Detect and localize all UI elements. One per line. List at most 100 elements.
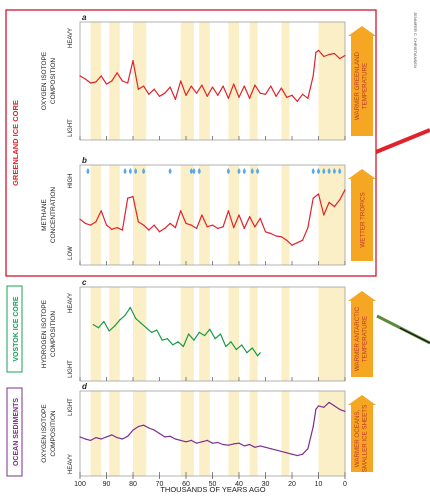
data-point (124, 314, 126, 316)
data-point (328, 401, 330, 404)
panel-letter: d (82, 382, 88, 391)
trend-arrow-label: WETTER TROPICS (360, 192, 367, 247)
raindrop-icon (123, 168, 127, 174)
data-point (137, 221, 139, 223)
data-point (315, 408, 317, 410)
data-point (302, 239, 304, 241)
data-point (312, 426, 314, 428)
data-point (79, 75, 81, 77)
y-axis-low-label: LOW (68, 246, 74, 260)
data-point (116, 437, 118, 439)
data-point (333, 405, 335, 407)
raindrop-icon (250, 168, 254, 174)
y-axis-label-line1: OXYGEN ISOTOPE (41, 51, 48, 110)
data-point (190, 85, 192, 87)
data-point (254, 84, 256, 86)
interstadial-band (228, 22, 239, 140)
interstadial-band (249, 287, 258, 381)
data-point (169, 435, 171, 437)
data-point (153, 429, 155, 431)
data-point (259, 352, 261, 354)
data-point (222, 443, 224, 446)
credit-text: JENNIFER C. CHRISTIANSEN (413, 12, 418, 68)
data-point (280, 236, 282, 238)
data-point (92, 324, 94, 326)
data-point (100, 75, 102, 77)
x-axis: 100 90 80 70 60 50 40 30 20 10 0 (74, 476, 347, 488)
data-point (132, 60, 134, 62)
data-point (256, 355, 259, 357)
interstadial-band (249, 22, 258, 140)
x-tick-label: 70 (156, 481, 164, 488)
data-point (100, 438, 102, 440)
panel-c-vostok-hydrogen: c HYDROGEN ISOTOPE COMPOSITION HEAVY LIGHT WA… (41, 278, 376, 382)
data-point (254, 446, 256, 448)
data-point (211, 86, 214, 88)
trend-arrow (348, 291, 376, 377)
data-point (148, 93, 150, 95)
data-point (188, 333, 190, 335)
data-point (246, 352, 248, 354)
vostok-connector-shadow (399, 327, 430, 344)
data-point (296, 100, 298, 102)
data-point (79, 436, 81, 438)
raindrop-icon (128, 168, 132, 174)
x-tick-label: 0 (343, 481, 347, 488)
interstadial-band (318, 391, 345, 476)
data-point (206, 439, 208, 441)
data-point (243, 227, 245, 230)
x-axis-label: THOUSANDS OF YEARS AGO (160, 485, 265, 494)
data-point (264, 446, 267, 448)
data-point (190, 224, 192, 226)
raindrop-icon (317, 168, 320, 174)
y-axis-label-line2: COMPOSITION (50, 58, 57, 105)
raindrop-icon (189, 168, 193, 174)
x-tick-label: 100 (74, 481, 86, 488)
data-point (259, 445, 261, 447)
group-label-ocean: OCEAN SEDIMENTS (6, 387, 23, 477)
trend-arrow-label: WARMER OCEANS, (354, 409, 361, 467)
data-point (312, 197, 314, 199)
data-point (129, 306, 131, 309)
data-point (121, 80, 123, 82)
data-point (132, 195, 134, 198)
x-tick-label: 60 (182, 481, 190, 488)
data-point (90, 224, 92, 226)
data-point (328, 53, 330, 56)
data-point (193, 339, 195, 341)
data-point (307, 97, 309, 99)
raindrop-icon (197, 168, 201, 174)
trend-arrow (348, 395, 376, 472)
data-point (127, 82, 129, 84)
data-point (339, 408, 341, 410)
data-point (135, 317, 137, 319)
data-point (164, 92, 166, 94)
panel-letter: b (82, 156, 87, 165)
data-point (174, 438, 176, 440)
data-point (270, 85, 272, 87)
svg-text:VOSTOK ICE CORE: VOSTOK ICE CORE (13, 296, 20, 362)
data-point (84, 222, 86, 224)
data-point (174, 227, 176, 229)
data-point (161, 339, 163, 341)
data-point (339, 57, 341, 60)
interstadial-band (133, 287, 147, 381)
data-point (95, 437, 97, 439)
data-point (166, 338, 169, 340)
data-point (180, 439, 182, 441)
data-point (198, 331, 200, 334)
interstadial-band (249, 165, 258, 265)
data-point (206, 95, 208, 97)
raindrop-icon (338, 168, 342, 174)
data-point (302, 453, 304, 455)
data-point (211, 224, 214, 226)
data-point (286, 452, 288, 454)
data-point (249, 97, 251, 99)
data-point (172, 344, 174, 346)
interstadial-band (90, 287, 102, 381)
trend-arrow-label: WARMER GREENLAND (354, 51, 361, 120)
y-axis-high-label: HEAVY (68, 293, 74, 313)
data-point (222, 226, 224, 228)
panel-letter: c (82, 278, 87, 287)
data-point (275, 449, 277, 451)
